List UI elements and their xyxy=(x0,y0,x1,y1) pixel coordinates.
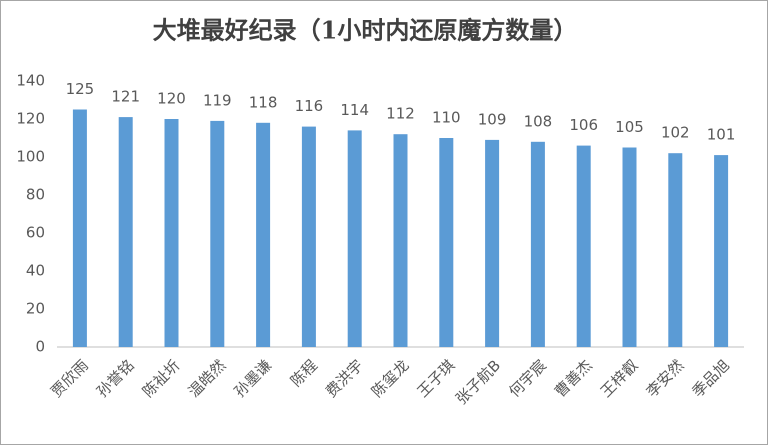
bar xyxy=(485,139,500,347)
data-label: 109 xyxy=(478,110,507,128)
data-label: 108 xyxy=(524,112,553,130)
bar xyxy=(622,147,637,347)
y-tick-label: 120 xyxy=(16,110,45,128)
bar xyxy=(668,153,683,347)
data-label: 121 xyxy=(111,88,140,106)
data-label: 112 xyxy=(386,105,415,123)
bar xyxy=(347,130,362,347)
data-label: 101 xyxy=(707,126,736,144)
bar xyxy=(301,126,316,347)
bar xyxy=(393,134,408,347)
bar xyxy=(118,117,133,347)
y-tick-label: 80 xyxy=(26,186,45,204)
bar xyxy=(210,120,225,348)
bar xyxy=(576,145,591,347)
data-label: 116 xyxy=(295,97,324,115)
chart-title: 大堆最好纪录（1小时内还原魔方数量） xyxy=(153,16,578,45)
bar xyxy=(530,141,545,347)
data-label: 102 xyxy=(661,124,690,142)
bar xyxy=(439,138,454,347)
y-tick-label: 140 xyxy=(16,72,45,90)
y-tick-label: 20 xyxy=(26,300,45,318)
bar xyxy=(72,109,87,347)
bar xyxy=(714,155,729,347)
data-label: 119 xyxy=(203,91,232,109)
data-label: 125 xyxy=(66,80,95,98)
data-label: 120 xyxy=(157,90,186,108)
data-label: 106 xyxy=(569,116,598,134)
data-label: 118 xyxy=(249,93,278,111)
data-label: 114 xyxy=(340,101,369,119)
y-tick-label: 100 xyxy=(16,148,45,166)
data-label: 105 xyxy=(615,118,644,136)
data-label: 110 xyxy=(432,109,461,127)
y-tick-label: 40 xyxy=(26,262,45,280)
y-tick-label: 60 xyxy=(26,224,45,242)
y-tick-label: 0 xyxy=(35,338,45,356)
bar xyxy=(164,119,179,347)
bar xyxy=(256,122,271,347)
